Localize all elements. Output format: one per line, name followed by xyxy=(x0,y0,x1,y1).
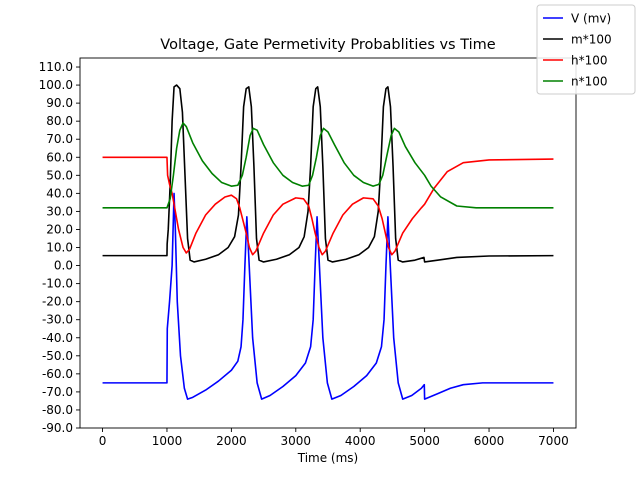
y-tick-label: 90.0 xyxy=(46,96,73,110)
y-tick-label: 10.0 xyxy=(46,241,73,255)
series-line-1 xyxy=(102,84,554,263)
series-line-0 xyxy=(102,192,554,400)
x-tick-label: 2000 xyxy=(216,434,247,448)
x-axis: 0 1000 2000 3000 4000 5000 6000 7000 xyxy=(99,428,569,448)
y-tick-label: -60.0 xyxy=(42,367,73,381)
y-tick-label: 20.0 xyxy=(46,222,73,236)
y-tick-label: -20.0 xyxy=(42,295,73,309)
legend-label-3: n*100 xyxy=(571,75,608,89)
y-tick-label: 80.0 xyxy=(46,114,73,128)
x-tick-label: 5000 xyxy=(409,434,440,448)
chart-title: Voltage, Gate Permetivity Probablities v… xyxy=(160,37,496,53)
y-tick-label: 40.0 xyxy=(46,186,73,200)
y-tick-label: 110.0 xyxy=(39,60,73,74)
y-tick-label: 0.0 xyxy=(54,259,73,273)
legend-label-2: h*100 xyxy=(571,54,608,68)
y-tick-label: -50.0 xyxy=(42,349,73,363)
series-line-2 xyxy=(102,156,554,256)
legend-label-0: V (mv) xyxy=(571,12,611,26)
x-tick-label: 3000 xyxy=(281,434,312,448)
x-tick-label: 7000 xyxy=(538,434,569,448)
y-tick-label: -70.0 xyxy=(42,385,73,399)
series-line-3 xyxy=(102,122,554,209)
legend: V (mv) m*100 h*100 n*100 xyxy=(536,4,636,95)
legend-label-1: m*100 xyxy=(571,33,612,47)
y-axis: -90.0 -80.0 -70.0 -60.0 -50.0 -40.0 -30.0 -20.0… xyxy=(39,60,80,435)
y-tick-label: -30.0 xyxy=(42,313,73,327)
y-tick-label: 50.0 xyxy=(46,168,73,182)
y-tick-label: -40.0 xyxy=(42,331,73,345)
y-tick-label: 60.0 xyxy=(46,150,73,164)
x-tick-label: 4000 xyxy=(345,434,376,448)
y-tick-label: 30.0 xyxy=(46,204,73,218)
y-tick-label: -10.0 xyxy=(42,277,73,291)
x-tick-label: 6000 xyxy=(474,434,505,448)
y-tick-label: 70.0 xyxy=(46,132,73,146)
legend-box xyxy=(536,4,636,95)
y-tick-label: 100.0 xyxy=(39,78,73,92)
y-tick-label: -80.0 xyxy=(42,403,73,417)
plot-frame xyxy=(79,57,577,429)
x-axis-label: Time (ms) xyxy=(297,451,359,465)
plot-lines xyxy=(102,84,554,400)
y-tick-label: -90.0 xyxy=(42,421,73,435)
x-tick-label: 0 xyxy=(99,434,107,448)
x-tick-label: 1000 xyxy=(152,434,183,448)
